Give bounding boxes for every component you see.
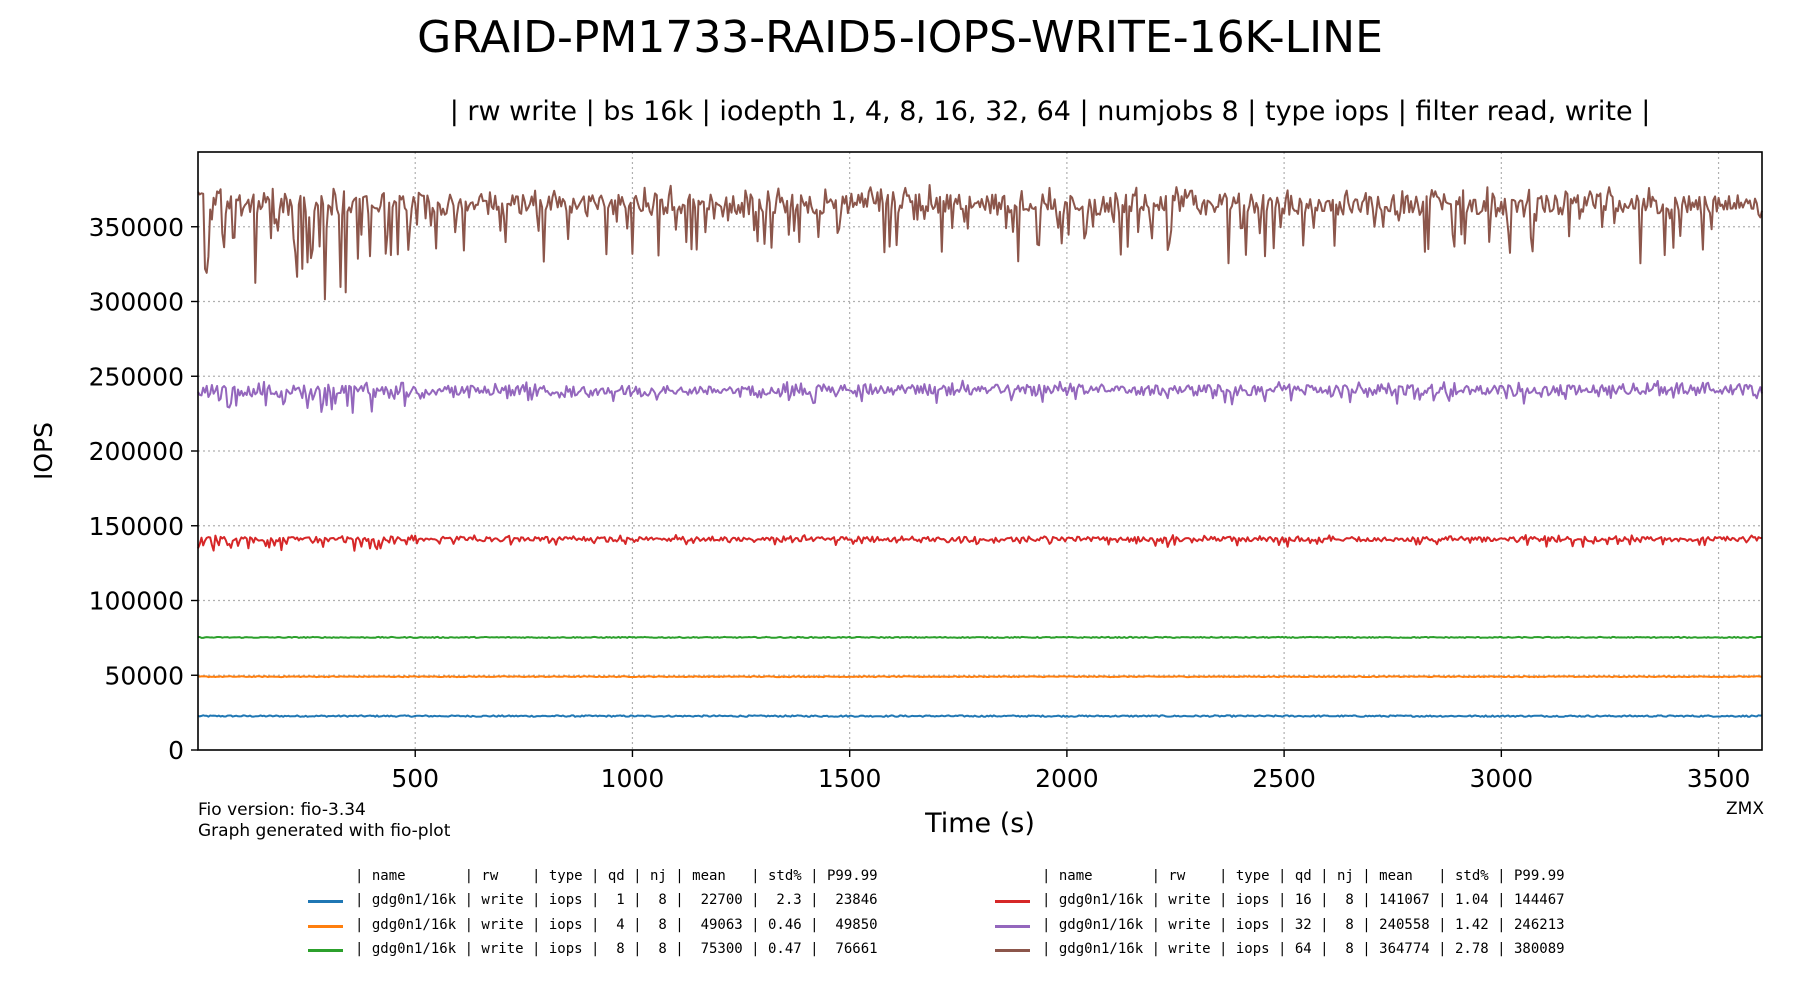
footer-right: ZMX — [1726, 799, 1764, 819]
legend-swatch — [308, 925, 343, 928]
y-tick-label: 200000 — [89, 437, 184, 466]
y-tick-label: 0 — [168, 736, 184, 765]
y-tick-label: 150000 — [89, 512, 184, 541]
legend-swatch — [995, 900, 1030, 903]
x-tick-label: 3500 — [1687, 764, 1751, 793]
generated-with-text: Graph generated with fio-plot — [198, 821, 451, 841]
legend-swatch — [995, 949, 1030, 952]
x-axis-label: Time (s) — [924, 808, 1035, 839]
legend-swatch — [308, 949, 343, 952]
y-tick-label: 250000 — [89, 362, 184, 391]
series-line-qd-8 — [198, 635, 1763, 639]
series-lines — [197, 184, 1763, 718]
series-line-qd-4 — [197, 675, 1763, 679]
fio-version-text: Fio version: fio-3.34 — [198, 800, 366, 820]
y-axis-ticks: 0 50000 100000 150000 200000 250000 300000 3500… — [89, 213, 198, 765]
legend-entry: | gdg0n1/16k | write | iops | 4 | 8 | 49… — [355, 917, 878, 933]
legend-entry: | gdg0n1/16k | write | iops | 16 | 8 | 1… — [1042, 892, 1565, 908]
series-line-qd-1 — [197, 714, 1763, 718]
legend-entry: | gdg0n1/16k | write | iops | 1 | 8 | 22… — [355, 892, 878, 908]
grid — [198, 152, 1762, 750]
footer-left: Fio version: fio-3.34 Graph generated wi… — [198, 800, 450, 842]
y-tick-label: 300000 — [89, 288, 184, 317]
series-line-qd-16 — [197, 534, 1762, 552]
y-axis-label: IOPS — [29, 422, 58, 480]
chart-title: GRAID-PM1733-RAID5-IOPS-WRITE-16K-LINE — [417, 12, 1383, 63]
series-line-qd-64 — [197, 184, 1763, 301]
series-line-qd-32 — [197, 379, 1763, 414]
legend-swatch — [995, 925, 1030, 928]
legend-entry: | gdg0n1/16k | write | iops | 8 | 8 | 75… — [355, 941, 878, 957]
legend: | name | rw | type | qd | nj | mean | st… — [0, 0, 1565, 957]
y-tick-label: 100000 — [89, 587, 184, 616]
legend-entry: | gdg0n1/16k | write | iops | 32 | 8 | 2… — [1042, 917, 1565, 933]
x-axis-ticks: 500 1000 1500 2000 2500 3000 3500 — [391, 750, 1750, 793]
x-tick-label: 1000 — [601, 764, 665, 793]
legend-swatch — [308, 900, 343, 903]
legend-header-left: | name | rw | type | qd | nj | mean | st… — [355, 868, 878, 884]
x-tick-label: 3000 — [1470, 764, 1534, 793]
x-tick-label: 2500 — [1252, 764, 1316, 793]
x-tick-label: 500 — [391, 764, 439, 793]
x-tick-label: 1500 — [818, 764, 882, 793]
y-tick-label: 50000 — [104, 661, 184, 690]
legend-entry: | gdg0n1/16k | write | iops | 64 | 8 | 3… — [1042, 941, 1565, 957]
legend-header-right: | name | rw | type | qd | nj | mean | st… — [1042, 868, 1565, 884]
y-tick-label: 350000 — [89, 213, 184, 242]
x-tick-label: 2000 — [1035, 764, 1099, 793]
chart-subtitle: | rw write | bs 16k | iodepth 1, 4, 8, 1… — [449, 96, 1651, 127]
